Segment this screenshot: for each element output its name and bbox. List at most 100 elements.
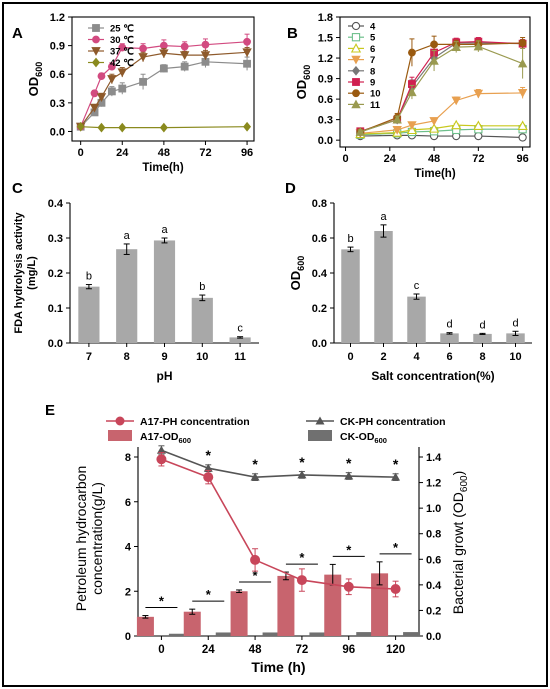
significance-letter: b (86, 271, 92, 283)
data-point (97, 122, 106, 133)
significance-letter: b (347, 233, 353, 245)
series-line (80, 41, 248, 127)
y-tick-label: 0.4 (48, 198, 64, 210)
bar (374, 231, 393, 343)
significance-letter: d (479, 319, 485, 331)
legend-label: A17-OD600 (140, 431, 191, 445)
data-point (76, 121, 85, 132)
y-tick-label: 0.2 (312, 303, 327, 315)
bar-ck-od600 (356, 632, 374, 636)
data-point (203, 472, 214, 483)
y-axis-label-od: OD (26, 77, 41, 97)
series-A17-PH-concentration (156, 452, 401, 598)
significance-star-line: * (393, 456, 399, 472)
plot-frame (71, 16, 255, 142)
bar (341, 249, 360, 343)
bar (407, 296, 426, 343)
legend-marker (351, 99, 361, 109)
data-point (408, 48, 416, 57)
data-point (344, 471, 354, 480)
y-axis-label-left: concentration(g/L) (89, 482, 105, 595)
data-point (429, 55, 439, 65)
x-tick-label: 72 (199, 147, 211, 159)
data-point (428, 123, 440, 133)
x-tick-label: 120 (386, 644, 405, 656)
legend-label: 37 ℃ (110, 47, 134, 58)
y-tick-label: 0.0 (50, 126, 65, 138)
data-point (107, 87, 116, 96)
data-point-group (203, 472, 214, 483)
data-point (451, 42, 461, 52)
bar (440, 333, 459, 343)
x-tick-label: 48 (158, 147, 170, 159)
data-point (518, 133, 527, 142)
data-point-group (156, 445, 166, 454)
legend-marker (352, 78, 360, 86)
data-point (296, 575, 307, 586)
x-tick-label: 11 (234, 351, 246, 363)
data-point (407, 87, 417, 97)
y-tick-label: 0.2 (48, 268, 63, 280)
x-axis-label: pH (157, 369, 173, 383)
data-point (250, 554, 261, 565)
panel-A: A 0 24 48 72 96 0.0 0.3 0.6 0.9 1.2 Time(h) OD600 25 … (12, 12, 255, 174)
legend-label-part: A17-OD (140, 431, 179, 443)
y-tick-label: 0.3 (318, 115, 333, 127)
data-point-group (156, 454, 167, 465)
series-line (360, 41, 523, 132)
x-tick-label: 10 (196, 351, 208, 363)
series-line (360, 45, 523, 133)
legend-label: A17-PH concentration (140, 416, 250, 428)
data-point (179, 51, 190, 60)
series-42 (76, 121, 252, 133)
panel-E: E024680.00.20.40.60.81.01.21.4*0*24*48*7… (45, 402, 470, 675)
data-point-group (296, 575, 307, 586)
data-point (243, 121, 252, 132)
y-tick-label: 1.5 (318, 33, 333, 45)
data-point (407, 121, 417, 130)
data-point (107, 75, 117, 84)
y-tick-label: 1.2 (50, 12, 65, 24)
series-11 (355, 40, 528, 136)
legend-marker (92, 57, 100, 68)
bar-a17-od600 (324, 574, 342, 636)
bar-a17-od600 (230, 591, 248, 636)
y-axis-label-right-sub: 600 (459, 475, 470, 492)
bar (506, 333, 525, 343)
data-point (451, 119, 462, 130)
y-tick-label: 0.3 (50, 98, 65, 110)
x-tick-label: 0 (347, 351, 353, 363)
bar-ck-od600 (168, 633, 186, 636)
legend-label: 30 ℃ (110, 35, 134, 46)
data-point (156, 454, 167, 465)
x-tick-label: 24 (384, 153, 397, 165)
data-point (343, 581, 354, 592)
legend-label: 4 (370, 22, 376, 33)
y-axis-label-sub: 600 (34, 62, 44, 77)
y-tick-label-right: 1.0 (426, 503, 441, 515)
significance-letter: d (446, 319, 452, 331)
y-tick-label-right: 0.8 (426, 529, 441, 541)
x-tick-label: 6 (446, 351, 452, 363)
legend-label: 6 (370, 44, 375, 55)
y-axis-label-od: OD (288, 271, 303, 291)
y-tick-label-left: 2 (125, 586, 131, 598)
y-axis-label: FDA hydrolysis activity (13, 212, 25, 334)
panel-D: D 0.0 0.2 0.4 0.6 0.8 b 0 a 2 c 4 d 6 d 8 d 10 Salt concen… (285, 180, 532, 383)
data-point (242, 48, 252, 58)
data-point (473, 89, 484, 99)
legend-marker (351, 55, 361, 65)
significance-star-line: * (346, 455, 352, 471)
legend: 25 ℃30 ℃37 ℃42 ℃ (88, 24, 134, 69)
y-tick-label: 1.2 (318, 53, 333, 65)
legend-label: 5 (370, 33, 376, 44)
y-tick-label-left: 0 (125, 631, 131, 643)
y-tick-label: 0.6 (312, 233, 327, 245)
y-tick-label: 0.6 (318, 94, 333, 106)
data-point (200, 51, 211, 60)
y-tick-label: 0.0 (312, 338, 327, 350)
x-tick-label: 96 (342, 644, 355, 656)
data-point (118, 122, 127, 133)
x-tick-label: 48 (249, 644, 262, 656)
